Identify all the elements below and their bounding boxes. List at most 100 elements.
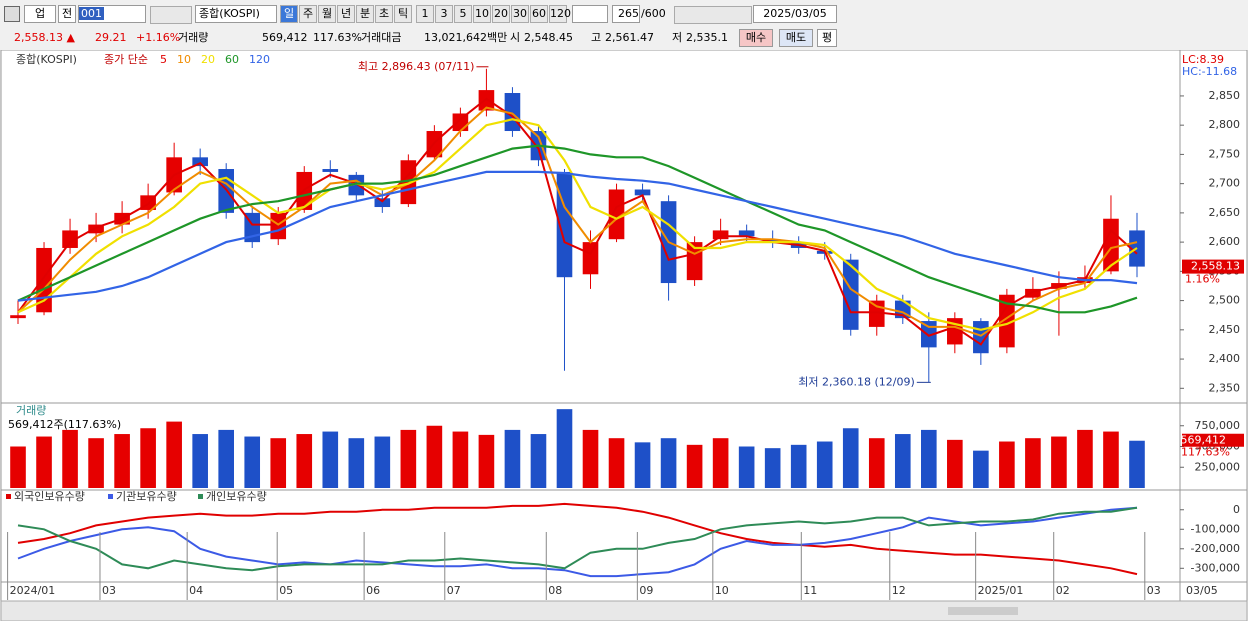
toolbar-button[interactable]: 3: [435, 5, 453, 23]
volume-bar: [999, 441, 1015, 488]
toolbar-button[interactable]: 틱: [394, 5, 412, 23]
chart: 2,3502,4002,4502,5002,5502,6002,6502,700…: [0, 50, 1248, 621]
volume-bar: [10, 446, 26, 488]
y-tick-label: 250,000: [1195, 460, 1241, 473]
lc-label: LC:8.39: [1182, 53, 1224, 66]
series-line: [17, 144, 1138, 314]
chart-title: 종합(KOSPI): [16, 53, 77, 66]
toolbar-button[interactable]: 60: [530, 5, 548, 23]
y-tick-label: 2,650: [1209, 206, 1241, 219]
y-tick-label: 2,750: [1209, 147, 1241, 160]
candle-body: [1103, 218, 1119, 272]
x-tick-label: 2025/01: [978, 584, 1024, 597]
candle-body: [764, 239, 781, 243]
toolbar-button[interactable]: 일: [280, 5, 298, 23]
legend-swatch: [6, 494, 11, 499]
last-volume-label: 569,412: [1181, 434, 1227, 447]
info-high: 2,561.47: [605, 31, 654, 44]
y-tick-label: 2,800: [1209, 118, 1241, 131]
buy-button[interactable]: 매수: [739, 29, 773, 47]
y-tick-label: -100,000: [1191, 522, 1240, 535]
menu-icon[interactable]: [4, 6, 20, 22]
toolbar-button[interactable]: 10: [473, 5, 491, 23]
legend-entry: 5: [160, 53, 167, 66]
toolbar-button[interactable]: 초: [375, 5, 393, 23]
x-tick-label: 04: [189, 584, 203, 597]
min-annotation: 최저 2,360.18 (12/09): [798, 375, 915, 388]
series-line: [17, 506, 1138, 578]
volume-bar: [400, 429, 417, 488]
code-input[interactable]: 001: [78, 5, 146, 23]
info-open: 2,548.45: [524, 31, 573, 44]
volume-bar: [712, 438, 729, 488]
volume-bar: [348, 438, 365, 488]
toolbar-button[interactable]: 20: [492, 5, 510, 23]
volume-bar: [738, 446, 755, 488]
toolbar-button[interactable]: 30: [511, 5, 529, 23]
y-tick-label: 2,450: [1209, 323, 1241, 336]
info-volume-label: 거래량: [178, 31, 209, 44]
y-tick-label: 2,700: [1209, 177, 1241, 190]
volume-bar: [192, 434, 208, 488]
info-amount: 13,021,642백만: [424, 31, 508, 44]
tool-icons[interactable]: [674, 6, 752, 24]
sell-button[interactable]: 매도: [779, 29, 813, 47]
candle-body: [582, 242, 599, 275]
bar-count[interactable]: 265: [612, 5, 640, 23]
toolbar-button[interactable]: 5: [454, 5, 472, 23]
volume-bar: [842, 428, 859, 488]
volume-bar: [1051, 436, 1067, 488]
series-line: [17, 506, 1138, 572]
interval-dropdown[interactable]: [572, 5, 608, 23]
candle-body: [1025, 288, 1041, 298]
x-tick-label: 12: [892, 584, 906, 597]
panel-title: 거래량: [16, 404, 46, 417]
x-tick-label: 09: [639, 584, 653, 597]
candle-body: [348, 174, 365, 196]
volume-bar: [947, 439, 963, 488]
avg-button[interactable]: 평: [817, 29, 837, 47]
volume-bar: [62, 429, 78, 488]
x-tick-label: 07: [447, 584, 461, 597]
legend-entry: 개인보유수량: [206, 490, 267, 503]
volume-bar: [660, 438, 677, 488]
toolbar-button[interactable]: 년: [337, 5, 355, 23]
volume-bar: [921, 429, 937, 488]
toolbar-button[interactable]: 분: [356, 5, 374, 23]
candle-body: [88, 224, 104, 234]
scrollbar[interactable]: [0, 600, 1248, 621]
volume-bar: [270, 438, 287, 488]
legend-entry: 기관보유수량: [116, 490, 177, 503]
info-low: 2,535.1: [686, 31, 728, 44]
x-tick-label: 11: [803, 584, 817, 597]
toolbar-button[interactable]: 주: [299, 5, 317, 23]
volume-bar: [816, 441, 833, 488]
market-select[interactable]: 업: [24, 5, 56, 23]
toolbar-button[interactable]: 120: [549, 5, 571, 23]
y-tick-label: 2,850: [1209, 89, 1241, 102]
toolbar-button[interactable]: 월: [318, 5, 336, 23]
candle-body: [374, 198, 391, 208]
info-high-label: 고: [591, 31, 602, 44]
legend-entry: 20: [201, 53, 215, 66]
y-tick-label: -200,000: [1191, 542, 1240, 555]
volume-bar: [36, 436, 52, 488]
y-tick-label: 2,600: [1209, 235, 1241, 248]
info-amount-label: 거래대금: [361, 31, 402, 44]
legend-entry: 120: [249, 53, 270, 66]
last-price-box: [1182, 259, 1244, 274]
y-tick-label: 2,500: [1209, 294, 1241, 307]
volume-bar: [478, 434, 495, 488]
hc-label: HC:-11.68: [1182, 65, 1237, 78]
x-tick-label: 10: [715, 584, 729, 597]
search-icons[interactable]: [150, 6, 192, 24]
series-line: [17, 118, 1138, 331]
scroll-thumb[interactable]: [948, 607, 1018, 615]
date-input[interactable]: 2025/03/05: [753, 5, 837, 23]
volume-bar: [1129, 440, 1145, 488]
prev-button[interactable]: 전: [58, 5, 76, 23]
candle-body: [62, 230, 78, 248]
toolbar-button[interactable]: 1: [416, 5, 434, 23]
volume-bar: [894, 434, 911, 488]
